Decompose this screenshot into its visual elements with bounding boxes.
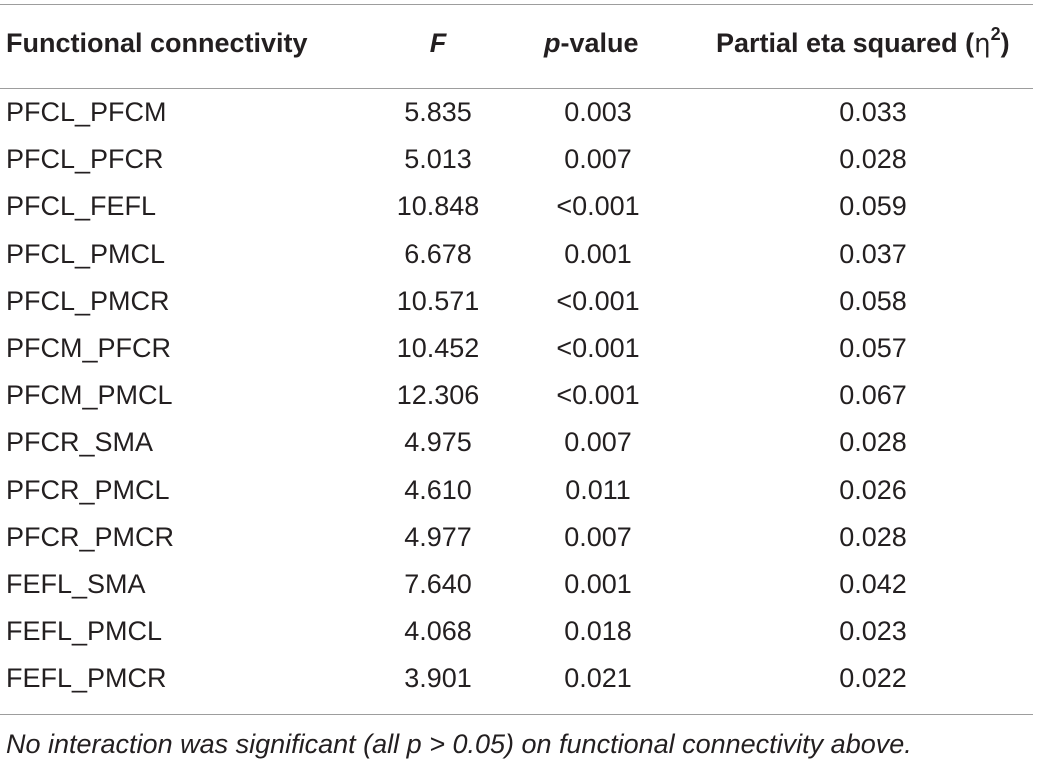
cell-partial-eta: 0.028	[839, 427, 907, 458]
table-row: PFCM_PMCL 12.306 <0.001 0.067	[0, 372, 1039, 419]
header-eta-text: Partial eta squared (	[716, 28, 975, 58]
cell-connectivity: PFCL_PMCL	[6, 238, 166, 269]
header-functional-connectivity: Functional connectivity	[6, 28, 308, 58]
table-footnote: No interaction was significant (all p > …	[6, 729, 912, 759]
cell-partial-eta: 0.058	[839, 285, 907, 316]
cell-p-value: 0.003	[564, 97, 632, 127]
cell-f: 5.013	[404, 144, 472, 175]
header-f: F	[428, 23, 448, 63]
eta-symbol: η	[974, 29, 991, 59]
cell-p-value: <0.001	[556, 332, 640, 363]
cell-connectivity: PFCL_PFCR	[6, 144, 164, 175]
cell-partial-eta: 0.028	[839, 521, 907, 552]
header-p-rest: -value	[560, 28, 639, 58]
header-eta-close: )	[1000, 28, 1010, 58]
cell-connectivity: FEFL_PMCL	[6, 616, 163, 647]
cell-connectivity: FEFL_PMCR	[6, 663, 167, 694]
cell-p-value: 0.007	[564, 521, 632, 552]
table-row: PFCL_PMCL 6.678 0.001 0.037	[0, 231, 1039, 278]
cell-f: 3.901	[404, 663, 472, 694]
cell-partial-eta: 0.042	[839, 568, 907, 599]
cell-connectivity: PFCL_FEFL	[6, 191, 157, 222]
cell-f: 10.571	[396, 285, 480, 316]
header-f-label: F	[429, 28, 447, 58]
cell-f: 4.977	[404, 521, 472, 552]
cell-connectivity: PFCL_PMCR	[6, 285, 170, 316]
table-row: PFCR_SMA 4.975 0.007 0.028	[0, 419, 1039, 466]
cell-p-value: 0.021	[564, 663, 632, 694]
cell-partial-eta: 0.057	[839, 332, 907, 363]
table-row: FEFL_SMA 7.640 0.001 0.042	[0, 561, 1039, 608]
cell-p-value: 0.001	[564, 568, 632, 599]
top-rule	[0, 4, 1033, 5]
table-body: PFCL_PFCM 5.835 0.003 0.033 PFCL_PFCR 5.…	[0, 89, 1039, 702]
table-row: PFCR_PMCL 4.610 0.011 0.026	[0, 467, 1039, 514]
cell-p-value: 0.001	[564, 238, 632, 269]
cell-p-value: <0.001	[556, 285, 640, 316]
header-p-italic: p	[544, 28, 561, 58]
cell-f: 4.610	[404, 474, 472, 505]
table-row: PFCL_FEFL 10.848 <0.001 0.059	[0, 183, 1039, 230]
cell-p-value: <0.001	[556, 380, 640, 411]
cell-connectivity: PFCR_PMCL	[6, 474, 170, 505]
cell-partial-eta: 0.026	[839, 474, 907, 505]
cell-partial-eta: 0.037	[839, 238, 907, 269]
table-row: PFCM_PFCR 10.452 <0.001 0.057	[0, 325, 1039, 372]
table-row: FEFL_PMCR 3.901 0.021 0.022	[0, 655, 1039, 702]
cell-partial-eta: 0.059	[839, 191, 907, 222]
table-row: FEFL_PMCL 4.068 0.018 0.023	[0, 608, 1039, 655]
cell-p-value: 0.007	[564, 144, 632, 175]
cell-p-value: 0.007	[564, 427, 632, 458]
cell-connectivity: PFCM_PFCR	[6, 332, 172, 363]
cell-p-value: 0.011	[565, 474, 631, 505]
cell-f: 12.306	[396, 380, 480, 411]
header-p-value: p-value	[544, 23, 639, 63]
cell-partial-eta: 0.022	[839, 663, 907, 694]
header-eta-superscript: 2	[990, 24, 1001, 44]
cell-f: 10.848	[396, 191, 480, 222]
cell-connectivity: PFCL_PFCM	[6, 97, 167, 127]
header-rule	[0, 88, 1033, 89]
cell-f: 6.678	[404, 238, 472, 269]
cell-partial-eta: 0.067	[839, 380, 907, 411]
cell-connectivity: PFCR_SMA	[6, 427, 154, 458]
table-row: PFCR_PMCR 4.977 0.007 0.028	[0, 514, 1039, 561]
cell-f: 4.975	[404, 427, 472, 458]
cell-partial-eta: 0.028	[839, 144, 907, 175]
cell-connectivity: PFCM_PMCL	[6, 380, 173, 411]
cell-p-value: <0.001	[556, 191, 640, 222]
cell-connectivity: FEFL_SMA	[6, 568, 146, 599]
header-partial-eta-squared: Partial eta squared (η2)	[716, 23, 1010, 63]
cell-f: 4.068	[404, 616, 472, 647]
cell-partial-eta: 0.023	[839, 616, 907, 647]
bottom-rule	[0, 714, 1033, 715]
cell-f: 10.452	[396, 332, 480, 363]
table-row: PFCL_PFCR 5.013 0.007 0.028	[0, 136, 1039, 183]
cell-connectivity: PFCR_PMCR	[6, 521, 175, 552]
table-row: PFCL_PFCM 5.835 0.003 0.033	[0, 89, 1039, 136]
cell-f: 5.835	[404, 97, 472, 127]
cell-partial-eta: 0.033	[839, 97, 907, 127]
cell-f: 7.640	[404, 568, 472, 599]
table-row: PFCL_PMCR 10.571 <0.001 0.058	[0, 278, 1039, 325]
cell-p-value: 0.018	[564, 616, 632, 647]
